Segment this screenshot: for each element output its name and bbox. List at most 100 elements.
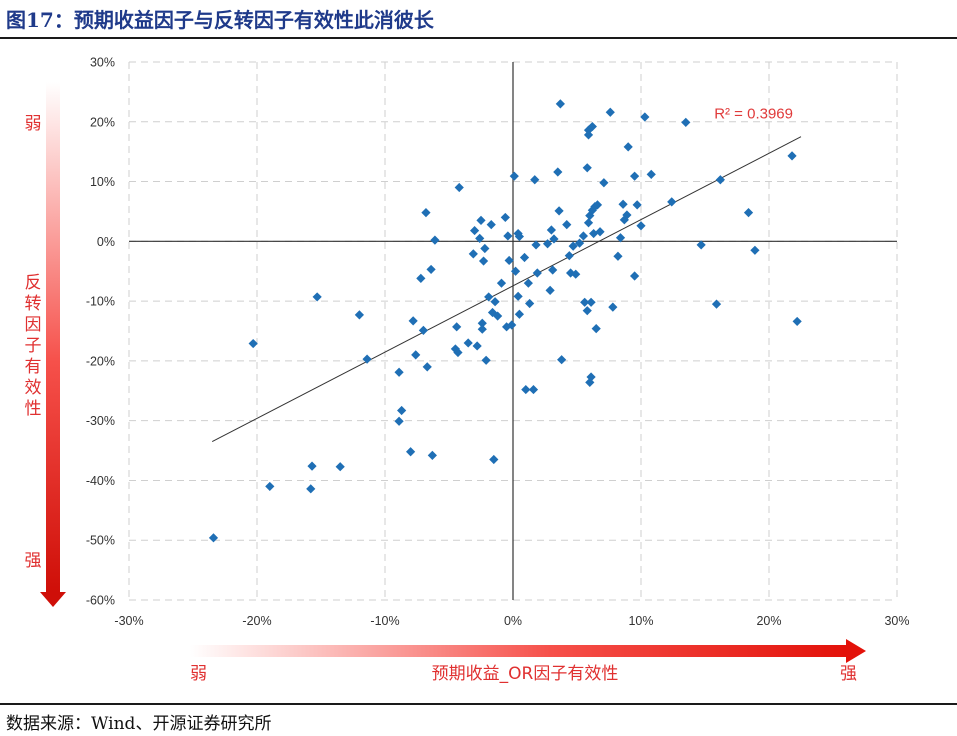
data-point — [646, 169, 656, 179]
data-point — [613, 251, 623, 261]
data-point — [532, 268, 542, 278]
data-point — [514, 231, 524, 242]
x-tick-label: -20% — [242, 614, 271, 628]
data-point — [426, 264, 436, 275]
data-point — [615, 233, 626, 243]
data-point — [586, 372, 596, 382]
data-point — [715, 175, 725, 185]
y-tick-label: -40% — [86, 474, 115, 488]
data-point — [486, 219, 496, 230]
data-point — [545, 285, 555, 295]
y-tick-label: 10% — [90, 175, 115, 189]
data-point — [623, 142, 633, 152]
data-point — [477, 318, 487, 328]
data-point — [489, 454, 499, 465]
source-note: 数据来源：Wind、开源证券研究所 — [6, 714, 272, 734]
data-point — [362, 354, 372, 364]
x-tick-label: 0% — [504, 614, 522, 628]
data-point — [525, 298, 535, 309]
x-tick-label: -10% — [370, 614, 399, 628]
x-tick-label: 20% — [756, 614, 781, 628]
data-point — [619, 215, 629, 225]
y-tick-label: 30% — [90, 56, 115, 70]
data-point — [548, 265, 558, 275]
data-point — [583, 130, 594, 140]
data-point — [787, 151, 797, 161]
data-point — [406, 447, 416, 457]
y-arrow-bottom-label: 强 — [25, 551, 42, 571]
data-point — [586, 297, 596, 307]
data-point — [589, 228, 599, 239]
title-divider — [0, 37, 957, 39]
data-point — [667, 197, 677, 207]
data-point — [408, 316, 418, 326]
data-point — [481, 355, 491, 365]
data-point — [480, 243, 490, 254]
data-point — [493, 311, 503, 321]
data-point — [478, 256, 489, 266]
data-point — [510, 266, 521, 276]
data-point — [523, 278, 533, 288]
data-point — [557, 355, 567, 365]
data-point — [750, 245, 760, 255]
data-point — [476, 215, 486, 226]
data-point — [792, 316, 802, 327]
page-title: 图17：预期收益因子与反转因子有效性此消彼长 — [6, 8, 434, 32]
data-point — [484, 292, 494, 302]
data-point — [514, 309, 524, 319]
footer-divider — [0, 703, 957, 705]
data-point — [582, 163, 592, 173]
data-point — [454, 182, 464, 193]
data-point — [555, 99, 565, 109]
data-point — [587, 205, 597, 215]
data-point — [472, 341, 482, 351]
data-point — [546, 225, 556, 235]
data-point — [397, 405, 407, 416]
y-arrow-top-label: 弱 — [25, 114, 42, 134]
data-point — [519, 252, 530, 263]
r-squared-label: R² = 0.3969 — [714, 106, 793, 123]
data-point — [528, 384, 539, 395]
y-arrow-middle-label: 反转因子有效性 — [25, 273, 42, 419]
data-point — [490, 297, 500, 307]
data-point — [208, 533, 219, 543]
data-point — [585, 211, 595, 221]
data-point — [592, 200, 603, 210]
data-point — [265, 481, 275, 492]
data-point — [312, 292, 322, 302]
data-point — [608, 302, 618, 312]
data-point — [622, 210, 632, 220]
data-point — [630, 271, 640, 281]
data-point — [421, 208, 431, 218]
data-point — [553, 167, 563, 177]
data-point — [394, 416, 404, 426]
data-point — [477, 324, 487, 334]
data-point — [554, 206, 564, 216]
data-point — [562, 219, 572, 230]
y-tick-label: 0% — [97, 235, 115, 249]
data-point — [306, 484, 316, 494]
y-tick-label: -60% — [86, 594, 115, 608]
data-point — [416, 273, 426, 283]
data-point — [507, 320, 517, 330]
data-point — [496, 278, 507, 288]
y-tick-label: 20% — [90, 115, 115, 129]
data-point — [571, 269, 581, 279]
data-point — [531, 240, 541, 250]
data-point — [521, 384, 531, 395]
data-point — [452, 322, 462, 332]
data-point — [504, 255, 514, 266]
x-tick-label: -30% — [114, 614, 143, 628]
data-point — [568, 241, 578, 251]
y-tick-label: -50% — [86, 534, 115, 548]
data-point — [681, 117, 691, 127]
data-point — [630, 171, 640, 181]
x-arrow-right-label: 强 — [840, 664, 857, 684]
data-point — [307, 461, 317, 471]
y-tick-label: -30% — [86, 414, 115, 428]
x-tick-labels: -30% -20% -10% 0% 10% 20% 30% — [114, 614, 909, 628]
data-point — [509, 171, 519, 181]
data-point — [578, 231, 588, 241]
data-point — [564, 251, 574, 261]
